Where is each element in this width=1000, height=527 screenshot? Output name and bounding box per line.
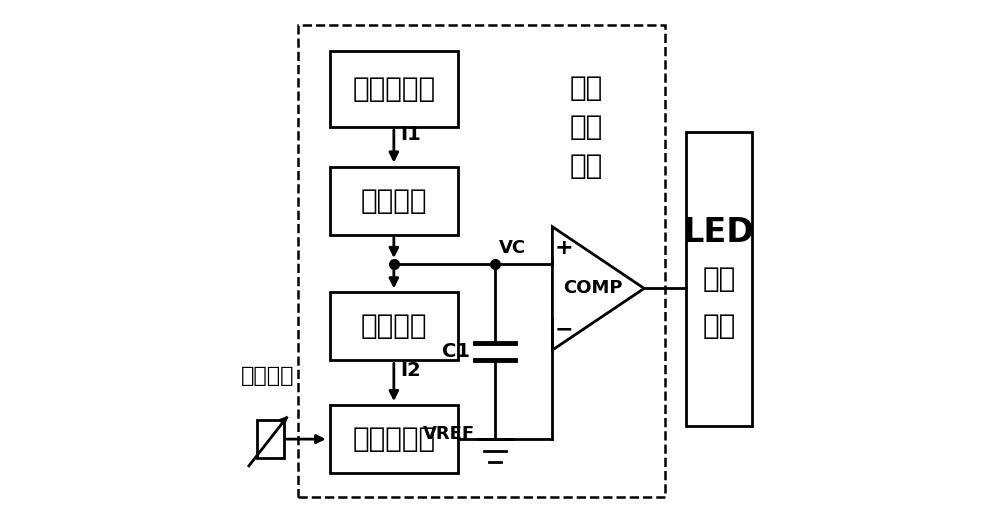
Text: +: + (555, 238, 573, 258)
Bar (330, 292, 458, 360)
Text: VC: VC (499, 239, 526, 257)
Text: 频率
调制
模块: 频率 调制 模块 (570, 74, 603, 180)
Text: 可调电阻: 可调电阻 (241, 366, 295, 386)
Bar (686, 132, 752, 426)
Bar (298, 25, 665, 497)
Bar (330, 405, 458, 473)
Text: I1: I1 (400, 125, 421, 144)
Text: 第一电流源: 第一电流源 (352, 75, 435, 103)
Bar (330, 167, 458, 235)
Text: −: − (555, 319, 573, 339)
Bar (330, 51, 458, 127)
Bar (257, 420, 284, 458)
Text: 驱动: 驱动 (702, 265, 735, 293)
Text: VREF: VREF (423, 425, 475, 443)
Text: 第一开关: 第一开关 (361, 187, 427, 214)
Text: LED: LED (683, 216, 755, 249)
Polygon shape (552, 227, 644, 350)
Text: C1: C1 (442, 342, 470, 361)
Text: 第二电流源: 第二电流源 (352, 425, 435, 453)
Text: 第二开关: 第二开关 (361, 313, 427, 340)
Text: COMP: COMP (563, 279, 623, 297)
Text: I2: I2 (400, 361, 421, 380)
Text: 模块: 模块 (702, 313, 735, 340)
